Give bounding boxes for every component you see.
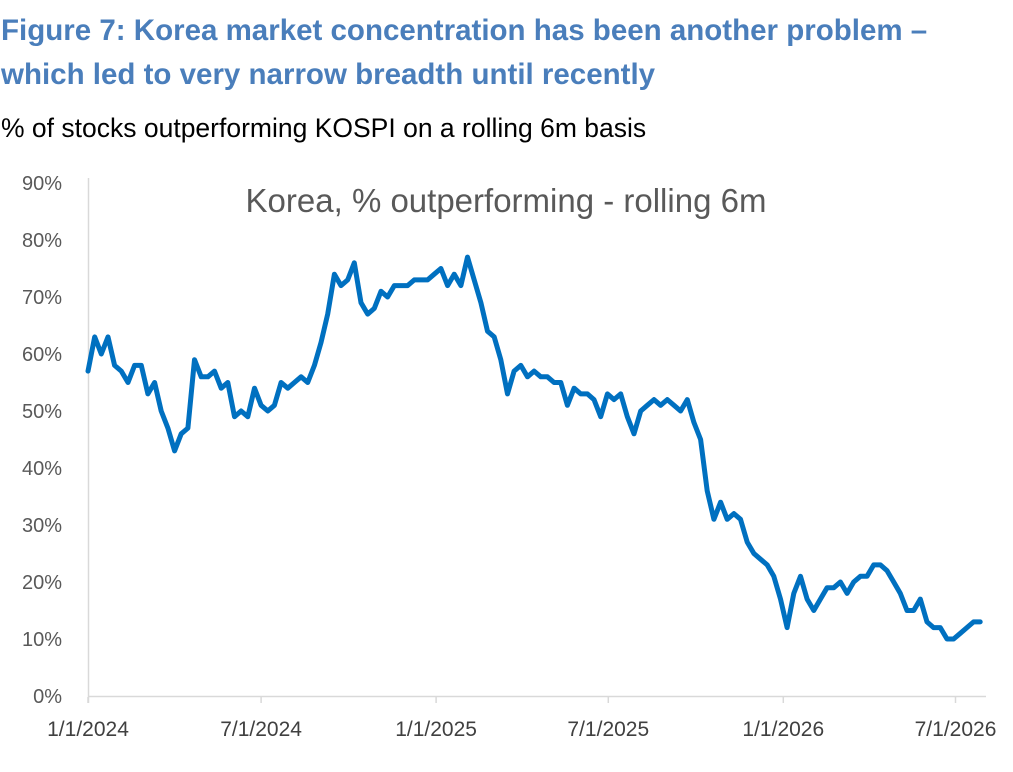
y-tick-label: 30% — [22, 515, 62, 537]
y-tick-label: 20% — [22, 572, 62, 594]
figure-title: Figure 7: Korea market concentration has… — [1, 9, 927, 97]
y-tick-label: 40% — [22, 458, 62, 480]
series-group — [85, 254, 983, 642]
chart-title: Korea, % outperforming - rolling 6m — [246, 182, 767, 219]
y-tick-labels: 0% 10% 20% 30% 40% 50% 60% 70% 80% 90% — [22, 173, 62, 708]
x-tick-label: 7/1/2026 — [915, 718, 997, 741]
y-tick-label: 80% — [22, 230, 62, 252]
y-tick-label: 70% — [22, 287, 62, 309]
x-tick-label: 1/1/2025 — [395, 718, 477, 741]
figure-subtitle: % of stocks outperforming KOSPI on a rol… — [1, 113, 647, 143]
x-tick-label: 1/1/2024 — [47, 718, 129, 741]
x-tick-label: 1/1/2026 — [742, 718, 824, 741]
x-tick-label: 7/1/2024 — [220, 718, 302, 741]
x-ticks: 1/1/2024 7/1/2024 1/1/2025 7/1/2025 1/1/2026… — [47, 697, 996, 741]
y-tick-label: 60% — [22, 344, 62, 366]
figure-title-line-1: Figure 7: Korea market concentration has… — [1, 14, 928, 47]
y-tick-label: 90% — [22, 173, 62, 195]
y-tick-label: 0% — [33, 686, 62, 708]
series-line — [85, 254, 983, 642]
figure-title-line-2: which led to very narrow breadth until r… — [1, 58, 656, 91]
y-tick-label: 50% — [22, 401, 62, 423]
x-tick-label: 7/1/2025 — [567, 718, 649, 741]
y-tick-label: 10% — [22, 629, 62, 651]
